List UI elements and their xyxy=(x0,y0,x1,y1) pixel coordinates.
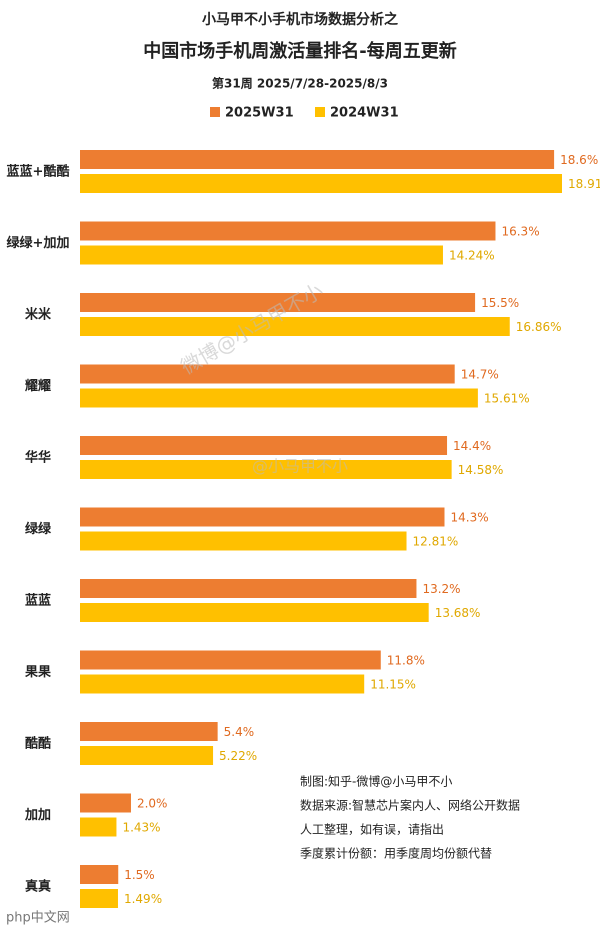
supertitle: 小马甲不小手机市场数据分析之 xyxy=(202,11,398,28)
value-label: 18.6% xyxy=(560,153,598,167)
bar xyxy=(80,364,455,384)
bar xyxy=(80,865,119,884)
value-label: 11.8% xyxy=(387,654,425,668)
value-label: 14.4% xyxy=(453,439,491,453)
notes: 制图:知乎-微博@小马甲不小数据来源:智慧芯片案内人、网络公开数据人工整理，如有… xyxy=(300,774,520,861)
bar xyxy=(80,245,443,265)
bar xyxy=(80,317,510,336)
value-label: 11.15% xyxy=(370,678,416,692)
value-label: 5.22% xyxy=(219,749,257,763)
bar xyxy=(80,793,131,813)
category-label: 绿绿+加加 xyxy=(7,235,70,251)
value-label: 15.5% xyxy=(481,296,519,310)
subtitle: 第31周 2025/7/28-2025/8/3 xyxy=(212,76,388,91)
value-label: 5.4% xyxy=(224,725,255,739)
value-label: 18.91% xyxy=(568,177,600,191)
value-label: 14.7% xyxy=(461,368,499,382)
category-label: 加加 xyxy=(24,808,51,823)
bar xyxy=(80,150,555,169)
category-label: 真真 xyxy=(25,879,51,895)
bar xyxy=(80,174,562,193)
value-label: 1.5% xyxy=(124,868,154,882)
bar xyxy=(80,531,407,551)
category-label: 蓝蓝+酷酷 xyxy=(7,164,70,180)
value-label: 14.58% xyxy=(458,463,504,477)
category-label: 耀耀 xyxy=(24,379,51,394)
logo: php中文网 xyxy=(6,911,70,926)
value-label: 16.86% xyxy=(516,320,562,334)
chart-title: 中国市场手机周激活量排名-每周五更新 xyxy=(143,40,456,62)
category-label: 华华 xyxy=(25,450,51,466)
bar xyxy=(80,817,117,837)
value-label: 1.43% xyxy=(122,821,160,835)
category-label: 绿绿 xyxy=(25,521,52,537)
bar xyxy=(80,507,445,527)
category-label: 酷酷 xyxy=(25,736,51,752)
category-label: 果果 xyxy=(24,665,51,680)
value-label: 14.24% xyxy=(449,249,495,263)
bar xyxy=(80,221,496,241)
watermark: @小马甲不小 xyxy=(252,457,348,476)
bar xyxy=(80,722,218,741)
value-label: 1.49% xyxy=(124,892,162,906)
value-label: 14.3% xyxy=(450,511,488,525)
bar xyxy=(80,746,214,765)
value-label: 15.61% xyxy=(484,392,530,406)
note: 季度累计份额：用季度周均份额代替 xyxy=(300,846,492,861)
note: 制图:知乎-微博@小马甲不小 xyxy=(300,774,452,789)
plot: 蓝蓝+酷酷 18.6% 18.91% 绿绿+加加 16.3% 14.24% 米米 15.5% 1… xyxy=(7,150,600,908)
note: 人工整理，如有误，请指出 xyxy=(300,822,444,837)
bar xyxy=(80,650,381,670)
value-label: 13.2% xyxy=(422,582,460,596)
value-label: 2.0% xyxy=(137,797,168,811)
legend-label: 2024W31 xyxy=(330,106,399,121)
bar xyxy=(80,579,417,598)
category-label: 米米 xyxy=(25,307,52,323)
note: 数据来源:智慧芯片案内人、网络公开数据 xyxy=(300,798,520,813)
bar xyxy=(80,388,478,408)
bar xyxy=(80,889,118,908)
legend-swatch xyxy=(210,107,220,117)
bar xyxy=(80,603,429,622)
legend-swatch xyxy=(315,107,325,117)
legend-label: 2025W31 xyxy=(225,106,294,121)
bar xyxy=(80,436,448,455)
bar xyxy=(80,293,476,312)
value-label: 12.81% xyxy=(413,535,459,549)
bar xyxy=(80,460,452,479)
bar xyxy=(80,674,365,694)
category-label: 蓝蓝 xyxy=(25,593,51,609)
value-label: 16.3% xyxy=(501,225,539,239)
legend: 2025W31 2024W31 xyxy=(210,106,399,121)
value-label: 13.68% xyxy=(435,606,481,620)
